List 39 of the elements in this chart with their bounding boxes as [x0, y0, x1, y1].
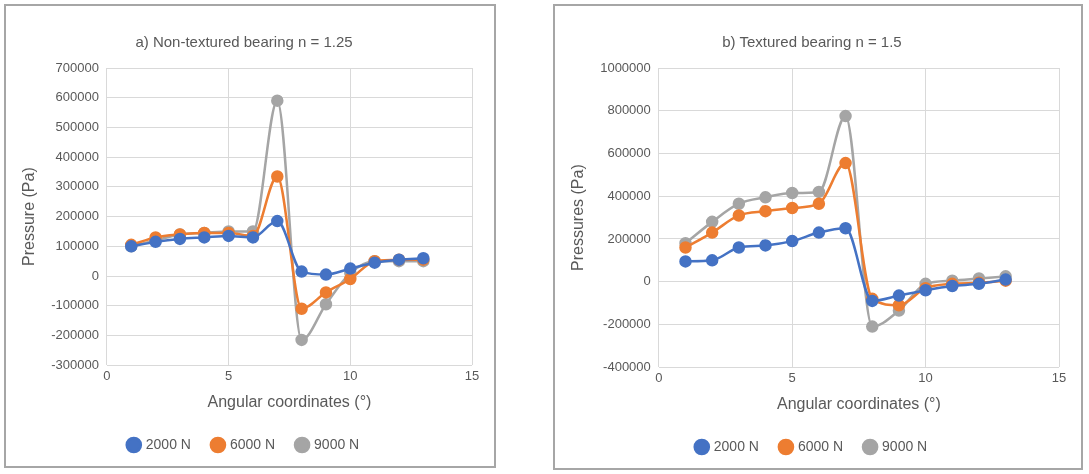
x-tick-label: 5	[788, 369, 796, 385]
x-tick-label: 10	[918, 369, 933, 385]
y-tick-label: -200000	[51, 327, 99, 343]
chart-title: b) Textured bearing n = 1.5	[722, 33, 902, 51]
y-tick-label: 600000	[607, 145, 651, 161]
y-axis-title: Pressure (Pa)	[20, 167, 38, 266]
y-tick-label: 500000	[55, 119, 99, 135]
y-tick-label: 400000	[607, 187, 651, 203]
legend-label: 2000 N	[713, 437, 759, 454]
y-tick-label: 100000	[55, 237, 99, 253]
y-tick-label: 800000	[607, 102, 651, 118]
y-tick-label: 700000	[55, 59, 99, 75]
y-tick-label: -100000	[51, 297, 99, 313]
x-tick-label: 15	[1051, 369, 1067, 385]
legend-label: 6000 N	[797, 437, 844, 454]
y-tick-label: 600000	[55, 89, 99, 105]
legend-label: 6000 N	[229, 435, 276, 452]
y-tick-label: 0	[643, 273, 651, 289]
x-tick-label: 10	[343, 367, 358, 383]
x-tick-label: 5	[224, 367, 233, 383]
y-tick-label: -300000	[51, 356, 99, 372]
y-tick-label: 200000	[55, 208, 99, 224]
y-tick-label: 1000000	[600, 59, 651, 75]
y-tick-label: 200000	[607, 230, 651, 246]
y-axis-title: Pressures (Pa)	[569, 164, 587, 271]
x-tick-label: 0	[655, 369, 663, 385]
y-tick-label: 300000	[55, 178, 99, 194]
y-tick-label: 0	[91, 267, 99, 283]
y-tick-label: -400000	[603, 358, 651, 374]
x-tick-label: 15	[464, 367, 480, 383]
y-tick-label: 400000	[55, 148, 99, 164]
x-axis-title: Angular coordinates (°)	[207, 392, 372, 410]
x-axis-title: Angular coordinates (°)	[777, 394, 941, 412]
legend-label: 2000 N	[145, 435, 191, 452]
chart-title: a) Non-textured bearing n = 1.25	[135, 33, 353, 51]
legend-label: 9000 N	[314, 435, 360, 452]
legend-label: 9000 N	[882, 437, 928, 454]
y-tick-label: -200000	[603, 316, 651, 332]
x-tick-label: 0	[103, 367, 111, 383]
